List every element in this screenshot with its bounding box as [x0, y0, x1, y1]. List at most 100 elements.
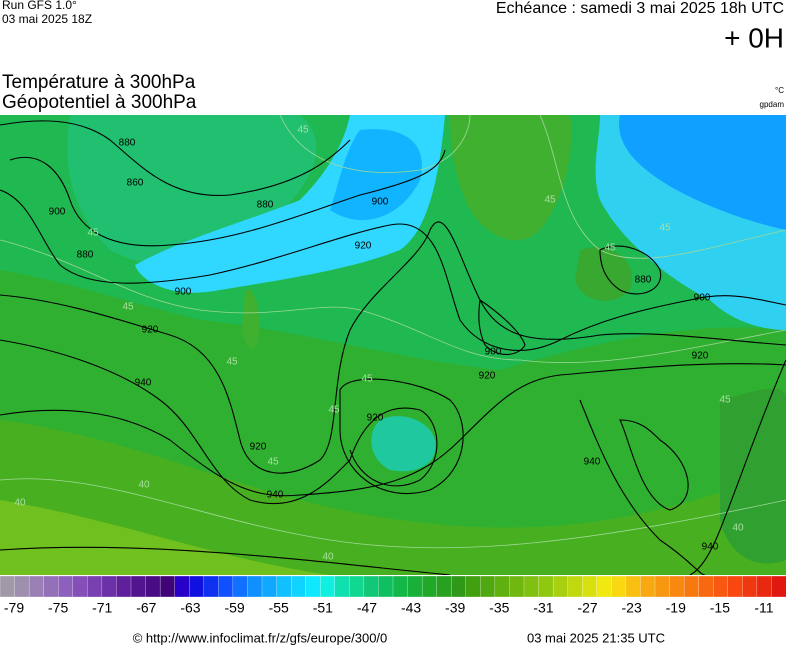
contour [619, 419, 689, 511]
contour-label: 880 [635, 275, 652, 286]
color-swatch [14, 575, 30, 598]
color-swatch [596, 575, 612, 598]
color-swatch [713, 575, 729, 598]
color-swatch [421, 575, 438, 598]
contour-label: 900 [372, 197, 389, 208]
contour-label: 40 [732, 523, 744, 534]
color-swatch [654, 575, 671, 598]
warm-zone [450, 115, 572, 241]
color-swatch [378, 575, 394, 598]
color-swatch [611, 575, 627, 598]
colorbar-label: -75 [48, 600, 68, 616]
color-swatch [290, 575, 307, 598]
color-swatch [727, 575, 743, 598]
contour-label: 880 [257, 200, 274, 211]
colorbar-label: -15 [710, 600, 730, 616]
colorbar-label: -55 [269, 600, 289, 616]
contour-label: 45 [87, 228, 99, 239]
contour-label: 45 [719, 395, 731, 406]
contour-label: 920 [250, 442, 267, 453]
colorbar-label: -39 [445, 600, 465, 616]
color-swatch [116, 575, 132, 598]
contour-label: 45 [297, 125, 309, 136]
contour [599, 245, 662, 295]
colorbar-label: -19 [666, 600, 686, 616]
contour-label: 45 [544, 195, 556, 206]
run-date: 03 mai 2025 18Z [2, 12, 92, 26]
color-swatch [567, 575, 583, 598]
contour-label: 45 [267, 457, 279, 468]
offset: + 0H [724, 22, 784, 53]
color-swatch [261, 575, 278, 598]
color-swatch [320, 575, 336, 598]
contour [0, 189, 786, 351]
isotherm [0, 478, 786, 549]
warm-zone [720, 388, 786, 564]
contour [0, 363, 786, 497]
run: Run GFS 1.0° [2, 0, 77, 12]
color-swatch [669, 575, 685, 598]
contour-label: 940 [267, 490, 284, 501]
color-swatch [28, 575, 45, 598]
echeance: Echéance : samedi 3 mai 2025 18h UTC [496, 0, 784, 17]
contour-label: 920 [355, 241, 372, 252]
contour-label: 900 [694, 293, 711, 304]
contour-label: 45 [328, 405, 340, 416]
cold-zone [371, 416, 436, 472]
color-swatch [43, 575, 59, 598]
contour-label: 940 [584, 457, 601, 468]
colorbar-label: -71 [92, 600, 112, 616]
footer-date: 03 mai 2025 21:35 UTC [527, 630, 665, 645]
color-swatch [305, 575, 321, 598]
unit-temp: °C [775, 86, 784, 95]
colorbar-label: -63 [180, 600, 200, 616]
contour-label: 45 [122, 302, 134, 313]
color-swatch [698, 575, 714, 598]
color-swatch [771, 575, 786, 598]
color-swatch [465, 575, 481, 598]
contour [689, 359, 786, 575]
contour [478, 299, 526, 355]
map: 880 860 900 880 880 900 920 900 920 940 920 940 920 9… [0, 115, 786, 575]
colorbar-label: -11 [754, 600, 773, 616]
warm-zone [575, 247, 632, 301]
color-swatch [349, 575, 365, 598]
contour-label: 920 [479, 371, 496, 382]
footer-url: © http://www.infoclimat.fr/z/gfs/europe/… [133, 630, 388, 645]
color-swatch [58, 575, 74, 598]
color-swatch [436, 575, 452, 598]
contour-label: 45 [226, 357, 238, 368]
color-swatch [174, 575, 190, 598]
contour-labels: 880 860 900 880 880 900 920 900 920 940 920 940 920 9… [14, 125, 744, 563]
contour-label: 900 [49, 207, 66, 218]
contour-label: 45 [659, 223, 671, 234]
colorbar-label: -23 [622, 600, 642, 616]
colorbar-label: -51 [313, 600, 333, 616]
title-line1: Température à 300hPa [2, 72, 196, 93]
color-swatch [130, 575, 147, 598]
color-swatch [218, 575, 234, 598]
contour [0, 339, 438, 505]
color-swatch [72, 575, 88, 598]
colorbar-label: -79 [4, 600, 24, 616]
color-swatch [523, 575, 540, 598]
contour [0, 120, 351, 197]
color-swatch [101, 575, 117, 598]
title-line2: Géopotentiel à 300hPa [2, 92, 197, 113]
color-swatch [625, 575, 641, 598]
contour-label: 860 [127, 178, 144, 189]
colorbar-label: -67 [136, 600, 156, 616]
contour-label: 940 [135, 378, 152, 389]
contour [579, 399, 706, 575]
color-swatch [87, 575, 103, 598]
color-swatch [247, 575, 263, 598]
isotherm [0, 239, 786, 364]
contour-label: 45 [361, 374, 373, 385]
color-swatch [480, 575, 496, 598]
color-swatch [232, 575, 248, 598]
colorbar-label: -47 [357, 600, 377, 616]
colorbar-label: -43 [401, 600, 421, 616]
colorbar: -79 -75 -71 -67 -63 -59 -55 -51 -47 -43 -39 -35 -31 -… [0, 575, 786, 616]
color-swatch [494, 575, 510, 598]
color-swatch [189, 575, 205, 598]
